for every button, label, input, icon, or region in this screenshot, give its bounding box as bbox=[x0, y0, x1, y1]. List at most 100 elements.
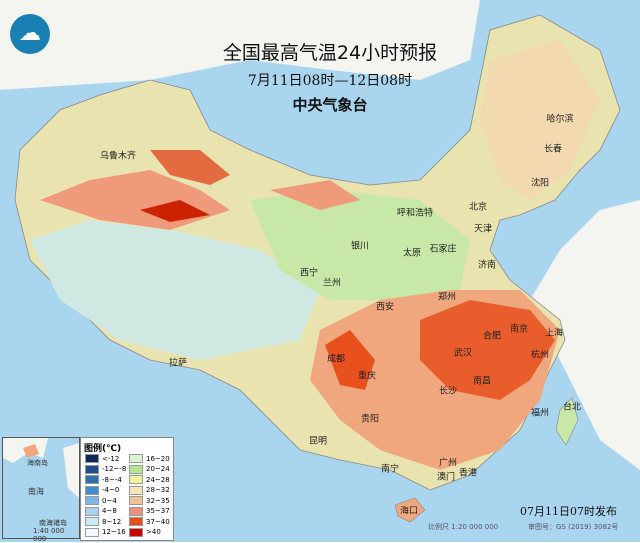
legend-label: <-12 bbox=[102, 454, 120, 463]
legend-label: 12~16 bbox=[102, 528, 126, 536]
mild-green bbox=[250, 190, 470, 300]
review-number: 审图号：GS (2019) 3082号 bbox=[528, 523, 619, 531]
legend-label: 37~40 bbox=[146, 517, 170, 526]
city-label: 济南 bbox=[477, 260, 497, 271]
legend-item: 12~16 bbox=[85, 527, 126, 537]
city-label: 广州 bbox=[438, 458, 458, 469]
city-label: 成都 bbox=[326, 354, 346, 365]
legend: 图例(℃) <-12 -12~-8 -8~-4 -4~0 0~4 4~8 8~12 12~16… bbox=[80, 437, 174, 541]
city-label: 长沙 bbox=[438, 386, 458, 397]
legend-item: -12~-8 bbox=[85, 464, 126, 474]
city-label: 澳门 bbox=[436, 472, 456, 483]
city-label: 台北 bbox=[562, 402, 582, 413]
tibet-plateau-cool bbox=[30, 220, 320, 360]
forecast-period: 7月11日08时—12日08时 bbox=[247, 73, 413, 89]
legend-item: 4~8 bbox=[85, 506, 117, 516]
legend-label: 8~12 bbox=[102, 517, 122, 526]
legend-label: -4~0 bbox=[102, 486, 120, 494]
city-label: 西安 bbox=[375, 302, 395, 313]
city-label: 银川 bbox=[350, 241, 370, 252]
legend-item: 8~12 bbox=[85, 517, 121, 526]
city-label: 南宁 bbox=[380, 464, 400, 475]
legend-swatch bbox=[85, 454, 99, 463]
inset-scale: 1:40 000 000 bbox=[33, 527, 65, 543]
legend-item: 37~40 bbox=[129, 517, 170, 526]
city-label: 合肥 bbox=[482, 331, 502, 342]
city-label: 贵阳 bbox=[360, 414, 380, 425]
city-label: 上海 bbox=[544, 328, 564, 339]
city-label: 兰州 bbox=[322, 278, 342, 289]
legend-swatch bbox=[129, 517, 143, 526]
legend-swatch bbox=[85, 464, 99, 474]
legend-item: 0~4 bbox=[85, 496, 117, 505]
legend-swatch bbox=[129, 475, 143, 484]
legend-swatch bbox=[85, 527, 99, 537]
legend-item: <-12 bbox=[85, 454, 119, 463]
legend-label: 35~37 bbox=[146, 507, 170, 515]
legend-swatch bbox=[129, 485, 143, 495]
legend-item: 16~20 bbox=[129, 454, 170, 463]
legend-label: 20~24 bbox=[146, 465, 170, 473]
city-label: 长春 bbox=[543, 144, 563, 155]
city-label: 杭州 bbox=[530, 350, 550, 361]
city-label: 重庆 bbox=[357, 371, 377, 382]
legend-swatch bbox=[129, 464, 143, 474]
city-label: 郑州 bbox=[437, 292, 457, 303]
inset-island-label: 海南岛 bbox=[27, 459, 48, 467]
city-label: 呼和浩特 bbox=[396, 208, 434, 219]
legend-swatch bbox=[129, 496, 143, 505]
city-label: 南昌 bbox=[472, 376, 492, 387]
xinjiang-hottest bbox=[140, 200, 210, 222]
legend-swatch bbox=[85, 517, 99, 526]
legend-item: 24~28 bbox=[129, 475, 170, 484]
legend-swatch bbox=[85, 485, 99, 495]
legend-swatch bbox=[129, 527, 143, 537]
xinjiang-north-hot bbox=[150, 150, 230, 185]
cma-logo-icon: ☁ bbox=[10, 14, 50, 54]
city-label: 香港 bbox=[458, 468, 478, 479]
issued-time: 07月11日07时发布 bbox=[520, 505, 617, 518]
legend-item: -8~-4 bbox=[85, 475, 122, 484]
legend-swatch bbox=[85, 506, 99, 516]
map-title: 全国最高气温24小时预报 bbox=[222, 42, 438, 64]
hainan bbox=[394, 497, 426, 523]
legend-item: 32~35 bbox=[129, 496, 170, 505]
legend-title: 图例(℃) bbox=[84, 444, 122, 454]
issuer: 中央气象台 bbox=[292, 96, 368, 114]
legend-label: >40 bbox=[146, 528, 161, 536]
legend-label: 4~8 bbox=[102, 507, 117, 515]
inset-sea-label: 南海 bbox=[28, 487, 44, 496]
city-label: 西宁 bbox=[299, 268, 319, 279]
legend-item: -4~0 bbox=[85, 485, 120, 495]
inset-title: 南海诸岛 bbox=[39, 519, 67, 527]
legend-swatch bbox=[129, 454, 143, 463]
city-label: 乌鲁木齐 bbox=[99, 151, 137, 162]
legend-swatch bbox=[129, 506, 143, 516]
legend-item: 20~24 bbox=[129, 464, 170, 474]
city-label: 拉萨 bbox=[168, 358, 188, 369]
legend-item: 35~37 bbox=[129, 506, 170, 516]
city-label: 北京 bbox=[468, 202, 488, 213]
legend-label: 32~35 bbox=[146, 496, 170, 505]
very-hot-sichuan bbox=[325, 330, 375, 390]
city-label: 南京 bbox=[509, 324, 529, 335]
legend-label: 24~28 bbox=[146, 475, 170, 484]
city-label: 太原 bbox=[402, 248, 422, 259]
city-label: 福州 bbox=[530, 408, 550, 419]
neighbor-land bbox=[0, 0, 480, 90]
city-label: 沈阳 bbox=[530, 178, 550, 189]
northeast-warm bbox=[480, 40, 600, 200]
legend-label: -8~-4 bbox=[102, 475, 122, 484]
city-label: 天津 bbox=[473, 224, 493, 235]
city-label: 昆明 bbox=[308, 436, 328, 447]
legend-label: 0~4 bbox=[102, 496, 117, 505]
taiwan bbox=[555, 397, 579, 446]
inner-mongolia-hot bbox=[270, 180, 360, 210]
legend-label: 16~20 bbox=[146, 454, 170, 463]
legend-swatch bbox=[85, 475, 99, 484]
legend-label: 28~32 bbox=[146, 486, 170, 494]
city-label: 海口 bbox=[399, 506, 419, 517]
map-scale: 比例尺 1:20 000 000 bbox=[428, 523, 499, 531]
